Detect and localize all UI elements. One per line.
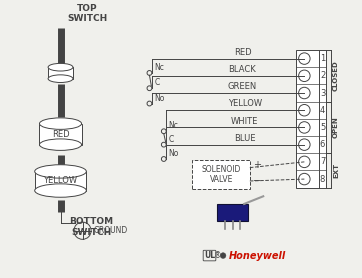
Text: No: No xyxy=(169,149,179,158)
Text: +: + xyxy=(253,160,261,170)
Bar xyxy=(217,204,248,221)
Text: YELLOW: YELLOW xyxy=(228,99,262,108)
Text: BOTTOM
SWITCH: BOTTOM SWITCH xyxy=(69,217,113,237)
Bar xyxy=(48,67,73,79)
Text: 8: 8 xyxy=(320,175,325,183)
Text: WHITE: WHITE xyxy=(231,116,258,126)
Text: 6: 6 xyxy=(320,140,325,149)
Text: YELLOW: YELLOW xyxy=(43,177,77,185)
Bar xyxy=(193,160,250,189)
Text: RED: RED xyxy=(233,48,251,57)
Ellipse shape xyxy=(35,184,86,197)
Text: OPEN: OPEN xyxy=(333,116,339,138)
Ellipse shape xyxy=(48,75,73,83)
Text: C: C xyxy=(169,135,174,144)
Bar xyxy=(35,172,86,190)
Text: BLUE: BLUE xyxy=(234,134,256,143)
Ellipse shape xyxy=(39,118,81,129)
Text: 7: 7 xyxy=(320,157,325,166)
Bar xyxy=(39,124,81,145)
Text: 2: 2 xyxy=(320,71,325,80)
Ellipse shape xyxy=(39,139,81,150)
Text: EXT: EXT xyxy=(333,163,339,178)
Ellipse shape xyxy=(48,63,73,71)
Text: CLOSED: CLOSED xyxy=(333,60,339,91)
Text: GREEN: GREEN xyxy=(228,82,257,91)
Text: SOLENOID
VALVE: SOLENOID VALVE xyxy=(202,165,241,184)
Text: TOP
SWITCH: TOP SWITCH xyxy=(67,4,108,23)
Text: 4: 4 xyxy=(320,106,325,115)
Text: Nc: Nc xyxy=(154,63,164,72)
Text: 3: 3 xyxy=(320,88,325,98)
Ellipse shape xyxy=(35,165,86,178)
Text: Honeywell: Honeywell xyxy=(229,250,286,260)
Text: Nc: Nc xyxy=(169,121,178,130)
Bar xyxy=(296,50,327,188)
Text: ®: ® xyxy=(214,251,221,260)
Text: No: No xyxy=(154,94,165,103)
Text: 5: 5 xyxy=(320,123,325,132)
Text: −: − xyxy=(253,176,262,186)
Circle shape xyxy=(220,253,226,259)
Text: C: C xyxy=(154,78,160,87)
Text: 1: 1 xyxy=(320,54,325,63)
Text: UL: UL xyxy=(204,251,215,260)
Text: BLACK: BLACK xyxy=(228,65,256,74)
Text: GROUND: GROUND xyxy=(94,226,128,235)
Text: RED: RED xyxy=(52,130,70,139)
